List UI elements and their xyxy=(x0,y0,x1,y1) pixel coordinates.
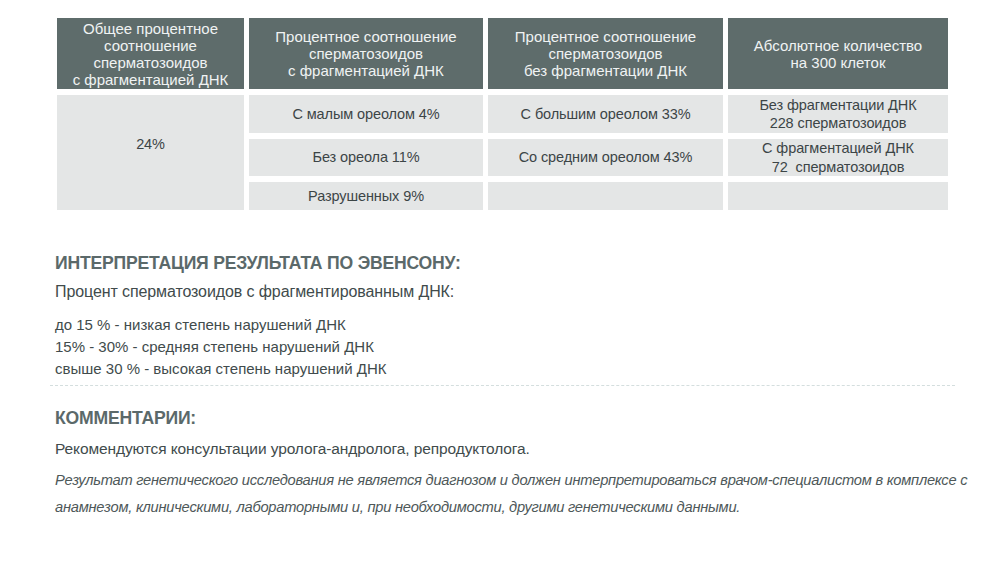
interpretation-subtitle: Процент сперматозоидов с фрагментированн… xyxy=(55,283,454,301)
comments-recommendation: Рекомендуются консультации уролога-андро… xyxy=(55,440,530,458)
cell-destroyed: Разрушенных 9% xyxy=(249,182,483,210)
header-without-fragmentation: Процентное соотношение сперматозоидов бе… xyxy=(488,18,723,89)
header-with-fragmentation: Процентное соотношение сперматозоидов с … xyxy=(249,18,483,89)
comments-disclaimer: Результат генетического исследования не … xyxy=(55,467,997,521)
comments-title: КОММЕНТАРИИ: xyxy=(55,408,196,429)
report-page: Общее процентное соотношение сперматозои… xyxy=(0,0,1000,581)
cell-small-halo: С малым ореолом 4% xyxy=(249,95,483,133)
cell-without-fragmentation-count: Без фрагментации ДНК 228 сперматозоидов xyxy=(728,95,948,133)
cell-empty-absolute xyxy=(728,182,948,210)
header-total-percent: Общее процентное соотношение сперматозои… xyxy=(57,18,244,89)
cell-medium-halo: Со средним ореолом 43% xyxy=(488,139,723,176)
interpretation-title: ИНТЕРПРЕТАЦИЯ РЕЗУЛЬТАТА ПО ЭВЕНСОНУ: xyxy=(55,253,461,274)
cell-total-percent: 24% xyxy=(57,95,244,210)
header-absolute-count: Абсолютное количество на 300 клеток xyxy=(728,18,948,89)
results-table: Общее процентное соотношение сперматозои… xyxy=(57,18,948,210)
cell-empty-without xyxy=(488,182,723,210)
cell-with-fragmentation-count: С фрагментацией ДНК 72 сперматозоидов xyxy=(728,139,948,176)
interpretation-scale: до 15 % - низкая степень нарушений ДНК 1… xyxy=(55,314,387,380)
cell-big-halo: С большим ореолом 33% xyxy=(488,95,723,133)
section-divider xyxy=(50,385,955,386)
cell-no-halo: Без ореола 11% xyxy=(249,139,483,176)
